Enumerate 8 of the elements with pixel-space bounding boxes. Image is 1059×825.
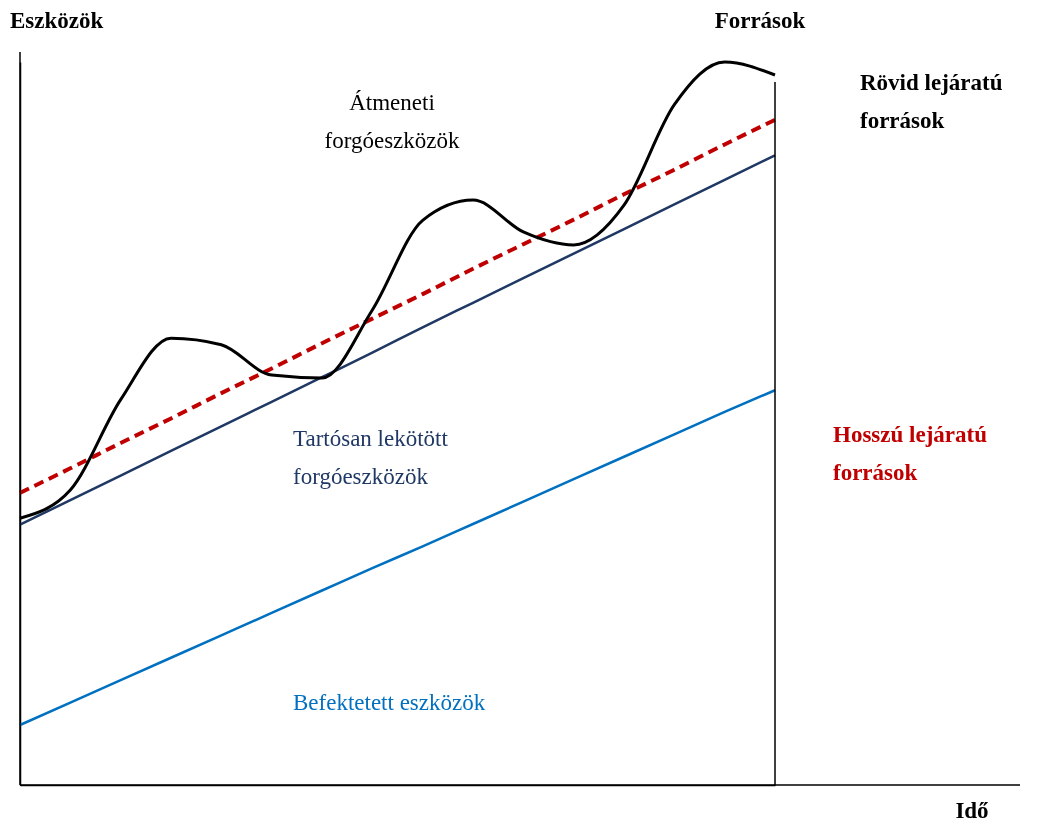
y2-axis-title: Források	[714, 8, 806, 33]
y-axis-title: Eszközök	[10, 8, 104, 33]
text: Rövid lejáratú források	[860, 70, 1003, 133]
series-label: Tartósan lekötött forgóeszközök	[293, 426, 449, 489]
text: Hosszú lejáratú források	[833, 422, 988, 485]
text: Befektetett eszközök	[293, 690, 486, 715]
annotation: Átmeneti forgóeszközök	[324, 90, 460, 153]
text: Idő	[955, 798, 989, 823]
